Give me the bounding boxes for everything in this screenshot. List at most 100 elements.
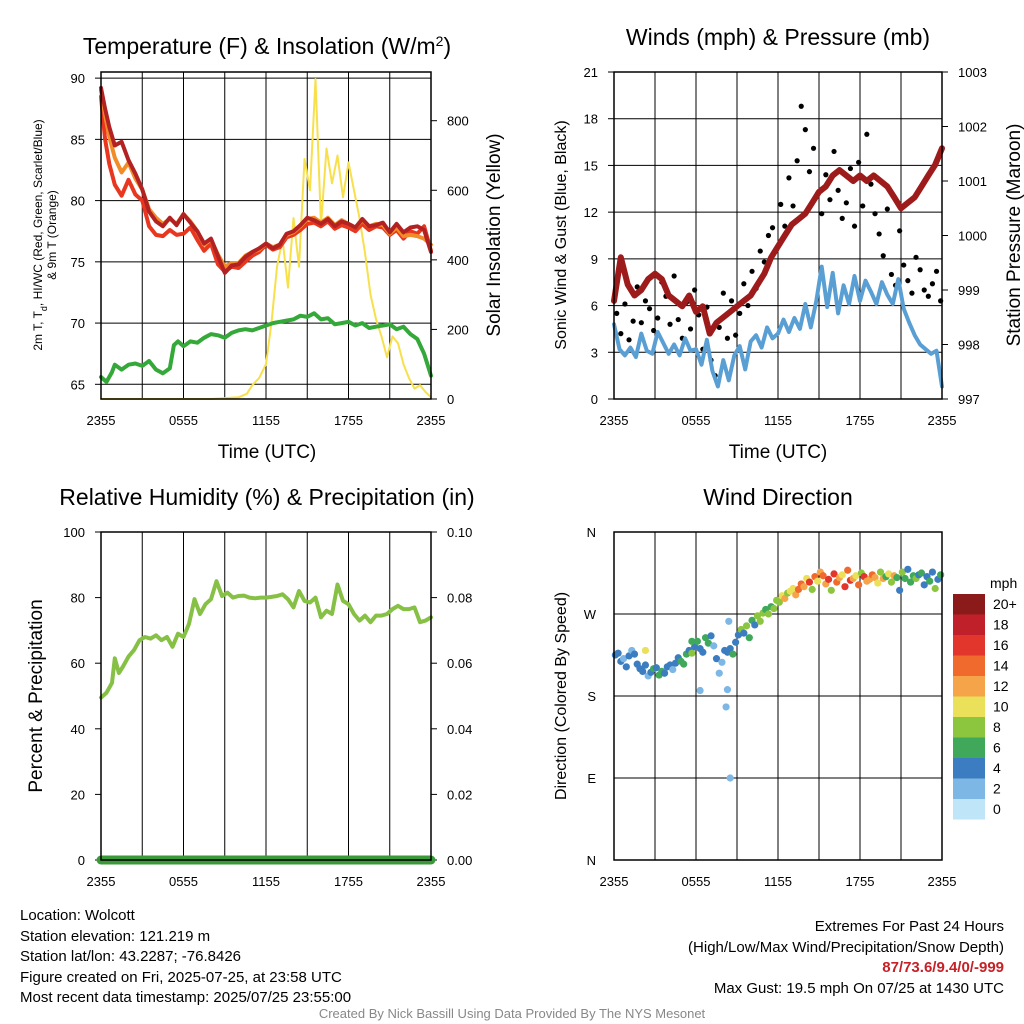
gust-point (864, 131, 870, 137)
gust-point (692, 287, 698, 293)
legend-label: 2 (993, 781, 1001, 797)
legend-label: 4 (993, 760, 1001, 776)
gust-point (642, 298, 649, 304)
gust-point (897, 228, 903, 234)
direction-point (928, 568, 937, 576)
legend-swatch (953, 614, 985, 635)
gust-point (888, 271, 895, 278)
extremes-fields: (High/Low/Max Wind/Precipitation/Snow De… (688, 938, 1004, 956)
plot-border (100, 71, 432, 400)
gust-point (802, 127, 808, 133)
x-tick-label: 1755 (846, 413, 875, 428)
y-tick-label: 800 (447, 114, 469, 129)
direction-point (641, 646, 650, 655)
direction-point (707, 632, 715, 640)
direction-point (726, 645, 734, 653)
direction-point (652, 664, 660, 672)
direction-point (887, 578, 896, 586)
legend-label: 6 (993, 740, 1001, 756)
direction-point (917, 569, 926, 577)
y-tick-label: 6 (591, 299, 598, 314)
direction-point (696, 686, 704, 695)
gust-point (810, 145, 817, 151)
y-tick-label: E (587, 771, 596, 786)
x-tick-label: 0555 (169, 874, 198, 889)
x-tick-label: 1755 (334, 413, 363, 428)
gust-point (905, 278, 911, 284)
direction-point (734, 631, 742, 639)
legend-swatch (953, 737, 985, 758)
extremes-info: Extremes For Past 24 Hours (High/Low/Max… (688, 917, 1004, 999)
temperature-xlabel: Time (UTC) (218, 442, 317, 463)
x-tick-label: 2355 (600, 874, 629, 889)
direction-point (660, 669, 669, 677)
gust-point (925, 293, 931, 299)
legend-label: 10 (993, 699, 1009, 715)
station-info: Location: Wolcott Station elevation: 121… (20, 906, 351, 1009)
y-tick-label: 15 (584, 158, 598, 173)
humidity-panel: Relative Humidity (%) & Precipitation (i… (26, 484, 475, 889)
gust-point (741, 281, 747, 287)
x-tick-label: 1155 (764, 413, 792, 428)
direction-point (874, 579, 882, 587)
pressure-line (611, 145, 945, 337)
gust-point (901, 262, 907, 268)
plot-border (613, 531, 943, 861)
direction-point (726, 774, 734, 782)
gust-point (839, 215, 845, 221)
gust-point (667, 321, 673, 327)
y-tick-label: 999 (958, 283, 980, 298)
direction-point (937, 571, 945, 579)
y-tick-label: 70 (71, 316, 85, 331)
y-tick-label: 9 (591, 252, 598, 267)
legend-swatch (953, 655, 985, 676)
direction-point (901, 574, 909, 583)
direction-point (688, 649, 696, 657)
y-tick-label: 997 (958, 392, 980, 407)
direction-point (742, 622, 751, 630)
y-tick-label: 0.10 (447, 525, 472, 540)
gust-point (638, 320, 644, 326)
location-text: Location: Wolcott (20, 907, 135, 924)
direction-point (805, 578, 814, 586)
legend-swatch (953, 778, 985, 799)
gust-point (806, 169, 813, 175)
gust-point (724, 335, 731, 341)
direction-point (808, 585, 816, 594)
gust-point (868, 181, 874, 187)
direction-point (630, 650, 639, 658)
wind-line (612, 264, 944, 389)
legend-label: 14 (993, 658, 1009, 674)
gust-point (831, 148, 837, 155)
y-tick-label: 3 (591, 345, 598, 360)
y-tick-label: 75 (71, 255, 85, 270)
temperature-ylabel: 2m T, Td, HI/WC (Red, Green, Scarlet/Blu… (31, 119, 49, 350)
winds-panel: Winds (mph) & Pressure (mb) Time (UTC) S… (553, 24, 1024, 463)
legend-label: 18 (993, 617, 1009, 633)
legend-swatch (953, 717, 985, 738)
direction-point (639, 667, 647, 676)
gust-point (827, 197, 833, 203)
y-tick-label: 1001 (958, 174, 987, 189)
gust-point (630, 318, 636, 324)
y-tick-label: 80 (71, 591, 85, 606)
gust-point (929, 281, 936, 287)
y-tick-label: 0 (591, 392, 598, 407)
y-tick-label: 90 (71, 71, 85, 86)
gust-point (880, 253, 886, 259)
direction-point (671, 659, 680, 667)
y-tick-label: S (587, 689, 596, 704)
direction-point (710, 642, 718, 650)
y-tick-label: 20 (71, 787, 85, 802)
temperature-title: Temperature (F) & Insolation (W/m2) (83, 33, 451, 59)
y-tick-label: 1000 (958, 229, 987, 244)
winds-title: Winds (mph) & Pressure (mb) (626, 24, 930, 50)
x-tick-label: 0555 (682, 874, 711, 889)
dewpoint-line (99, 311, 433, 384)
gust-point (646, 306, 653, 312)
y-tick-label: 1002 (958, 120, 987, 135)
gust-point (655, 315, 661, 321)
gust-point (675, 316, 681, 323)
direction-point (693, 637, 701, 645)
gust-point (716, 324, 722, 330)
